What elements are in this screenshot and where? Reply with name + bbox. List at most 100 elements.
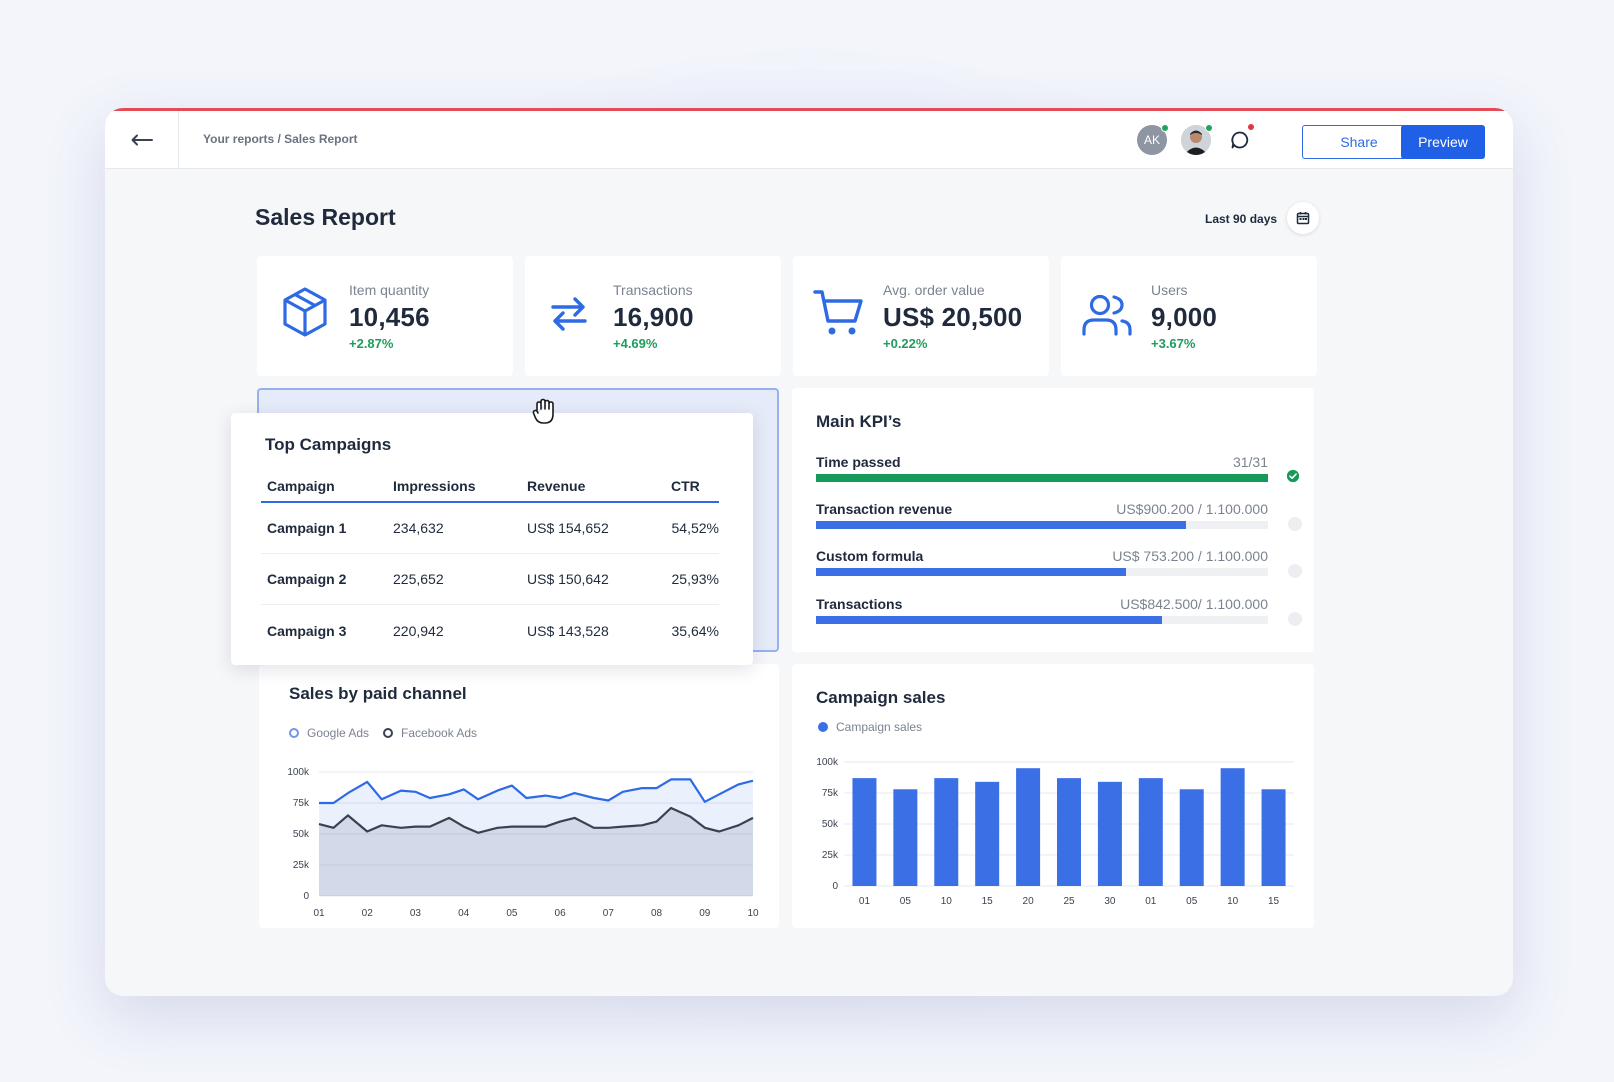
bar[interactable] [1220,768,1245,886]
table-header: Campaign Impressions Revenue CTR [261,471,719,503]
x-tick-label: 02 [362,908,374,919]
column-header[interactable]: CTR [671,478,700,494]
comments-button[interactable] [1225,123,1255,155]
progress-track [816,568,1268,576]
x-tick-label: 01 [1145,896,1157,907]
date-range-label[interactable]: Last 90 days [1205,212,1278,226]
x-tick-label: 10 [1227,896,1239,907]
kpi-label: Users [1151,282,1188,298]
column-header[interactable]: Revenue [527,478,586,494]
kpi-change: +3.67% [1151,336,1196,351]
kpi-value: 9,000 [1151,302,1218,332]
legend-item-google-ads[interactable]: Google Ads [289,726,369,740]
kpi-progress-label: Transactions [816,596,903,612]
kpi-progress-value: US$842.500/ 1.100.000 [1120,596,1268,612]
breadcrumb[interactable]: Your reports / Sales Report [203,132,358,146]
cell-revenue: US$ 143,528 [527,622,609,639]
grab-hand-cursor-icon [532,398,554,424]
y-tick-label: 50k [822,819,839,830]
kpi-value: 10,456 [349,302,430,332]
x-tick-label: 05 [900,896,912,907]
box-icon [283,287,327,337]
bar[interactable] [1138,778,1163,886]
kpi-progress-value: US$ 753.200 / 1.100.000 [1112,548,1268,564]
kpi-card-avg-order-value[interactable]: Avg. order value US$ 20,500 +0.22% [793,256,1049,376]
cell-campaign: Campaign 3 [267,622,347,639]
bar[interactable] [975,781,1000,886]
x-tick-label: 10 [747,908,759,919]
date-picker-button[interactable] [1287,202,1319,234]
series-line-facebook-ads[interactable] [318,806,754,834]
y-tick-label: 75k [293,798,310,809]
progress-fill [816,616,1163,624]
bar[interactable] [1016,768,1041,886]
widget-title: Top Campaigns [265,435,392,454]
y-tick-label: 25k [293,860,310,871]
top-campaigns-widget[interactable]: Top Campaigns Campaign Impressions Reven… [231,413,753,665]
bar[interactable] [893,789,918,886]
cell-impressions: 225,652 [393,571,444,587]
bar[interactable] [852,778,877,886]
legend-item-facebook-ads[interactable]: Facebook Ads [383,726,477,740]
bar[interactable] [934,778,959,886]
x-tick-label: 05 [506,908,518,919]
bar[interactable] [1261,789,1286,886]
bar[interactable] [1179,789,1204,886]
x-tick-label: 20 [1023,896,1035,907]
series-line-google-ads[interactable] [319,778,754,805]
widget-title: Main KPI’s [816,412,902,431]
table-row[interactable]: Campaign 1 234,632 US$ 154,652 54,52% [261,503,719,554]
kpi-label: Transactions [613,282,693,298]
sales-by-channel-widget[interactable]: Sales by paid channel Google Ads Faceboo… [259,664,779,928]
y-tick-label: 0 [832,881,838,892]
kpi-value: US$ 20,500 [883,302,1023,332]
legend-item-campaign-sales[interactable]: Campaign sales [818,720,922,734]
kpi-card-users[interactable]: Users 9,000 +3.67% [1061,256,1317,376]
campaign-sales-widget[interactable]: Campaign sales Campaign sales 100k 75k 50k… [792,664,1314,928]
bar[interactable] [1097,781,1122,886]
chat-bubble-icon [1231,131,1249,149]
y-tick-label: 75k [822,788,839,799]
preview-button[interactable]: Preview [1401,125,1485,159]
y-tick-label: 100k [287,767,310,778]
progress-track [816,474,1268,482]
online-indicator [1161,124,1169,132]
legend-marker [383,728,393,738]
avatar-user-photo[interactable] [1181,124,1213,155]
column-header[interactable]: Campaign [267,478,335,494]
kpi-change: +0.22% [883,336,928,351]
x-tick-label: 05 [1186,896,1198,907]
avatar-ak[interactable]: AK [1137,124,1169,155]
table-row[interactable]: Campaign 2 225,652 US$ 150,642 25,93% [261,554,719,605]
main-kpis-widget[interactable]: Main KPI’s Time passed 31/31 Transaction… [792,388,1314,652]
kpi-card-transactions[interactable]: Transactions 16,900 +4.69% [525,256,781,376]
pending-circle-icon [1288,517,1302,531]
x-tick-label: 15 [982,896,994,907]
y-tick-label: 25k [822,850,839,861]
kpi-progress-label: Time passed [816,454,901,470]
arrow-left-icon [131,134,153,146]
area-chart: 100k 75k 50k 25k 0 01 02 03 04 05 06 07 08 09 10 [287,767,759,919]
kpi-card-item-quantity[interactable]: Item quantity 10,456 +2.87% [257,256,513,376]
progress-track [816,616,1268,624]
legend-label: Facebook Ads [401,726,478,740]
cell-campaign: Campaign 1 [267,520,347,536]
back-button[interactable] [105,111,179,169]
cell-revenue: US$ 150,642 [527,571,609,587]
table-row[interactable]: Campaign 3 220,942 US$ 143,528 35,64% [261,605,719,656]
widget-title: Sales by paid channel [289,684,467,703]
bar[interactable] [1057,778,1081,886]
cell-impressions: 234,632 [393,520,444,536]
notification-dot [1247,123,1255,131]
app-window: Your reports / Sales Report AK [105,108,1513,996]
y-tick-label: 0 [303,891,309,902]
progress-fill [816,474,1268,482]
cell-ctr: 25,93% [671,571,719,587]
legend-marker [818,722,828,732]
legend-label: Campaign sales [836,720,923,734]
column-header[interactable]: Impressions [393,478,476,494]
progress-fill [816,568,1126,576]
series-area-facebook-ads [319,808,753,896]
share-button[interactable]: Share [1302,125,1416,159]
x-tick-label: 25 [1063,896,1075,907]
